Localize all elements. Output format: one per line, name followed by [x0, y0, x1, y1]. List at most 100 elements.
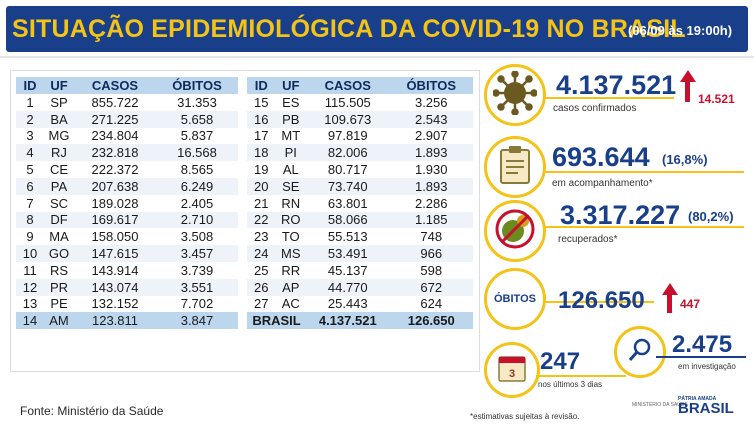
cell-deaths: 2.405	[180, 195, 214, 211]
magnifier-icon	[626, 336, 654, 369]
cell-cases: 147.615	[74, 245, 156, 262]
cell-uf: GO	[44, 245, 74, 262]
table-row: 7 SC 189.028 2.405	[16, 195, 238, 212]
cell-id: 8	[16, 211, 44, 229]
cell-cases: 55.513	[327, 229, 368, 245]
cell-cases: 63.801	[327, 195, 368, 211]
cell-cases: 132.152	[91, 296, 139, 312]
cell-uf: PR	[44, 278, 74, 296]
confirmed-up-arrow-icon	[680, 70, 696, 82]
deaths-delta: 447	[680, 297, 701, 311]
cell-id: 12	[16, 278, 44, 296]
report-date: (06/09 às 19:00h)	[628, 23, 733, 38]
cell-uf: ES	[282, 94, 300, 110]
cell-uf: BA	[44, 110, 74, 128]
cell-id: 9	[26, 229, 34, 245]
header: SITUAÇÃO EPIDEMIOLÓGICA DA COVID-19 NO B…	[0, 0, 754, 58]
page-title: SITUAÇÃO EPIDEMIOLÓGICA DA COVID-19 NO B…	[12, 15, 686, 43]
cell-deaths: 5.658	[156, 110, 238, 128]
cell-uf: SC	[49, 195, 69, 211]
cell-deaths: 2.907	[414, 128, 448, 144]
deaths-arrow-stem	[667, 295, 672, 313]
ministry-logo: MINISTÉRIO DA SAÚDE	[632, 402, 688, 408]
last3days-label: nos últimos 3 dias	[538, 380, 603, 389]
confirmed-delta: 14.521	[698, 92, 735, 106]
investigation-label: em investigação	[678, 362, 736, 371]
cell-cases: 53.491	[306, 245, 390, 262]
cell-id: 10	[16, 245, 44, 262]
cell-uf: MT	[281, 128, 301, 144]
cell-uf: RN	[281, 195, 301, 211]
table-row: 12 PR 143.074 3.551	[16, 278, 238, 296]
cell-deaths: 3.508	[180, 229, 214, 245]
table-row: 3 MG 234.804 5.837	[16, 128, 238, 145]
column-header-cases: CASOS	[306, 77, 390, 94]
cell-uf: CE	[49, 162, 69, 178]
cell-deaths: 6.249	[156, 177, 238, 195]
column-header-cases: CASOS	[74, 77, 156, 94]
recovered-value: 3.317.227	[560, 200, 681, 230]
cell-uf: MS	[275, 245, 307, 262]
table-row: 19 AL 80.717 1.930	[247, 161, 473, 178]
cell-id: 11	[23, 262, 37, 278]
cell-deaths: 1.930	[414, 162, 448, 178]
cell-deaths: 5.837	[180, 128, 214, 144]
cell-deaths: 624	[420, 296, 443, 312]
cell-deaths: 2.286	[414, 195, 448, 211]
cell-deaths: 3.551	[156, 278, 238, 296]
cell-id: 3	[26, 128, 34, 144]
table-row: 27 AC 25.443 624	[247, 296, 473, 313]
table-row: 20 SE 73.740 1.893	[247, 177, 473, 195]
cell-id: 23	[254, 229, 269, 245]
cell-cases: 143.074	[74, 278, 156, 296]
table-row: 24 MS 53.491 966	[247, 245, 473, 262]
table-row: 5 CE 222.372 8.565	[16, 161, 238, 178]
cell-id: 13	[22, 296, 38, 312]
cell-id: 2	[16, 110, 44, 128]
table-row: 26 AP 44.770 672	[247, 278, 473, 296]
table-row: 15 ES 115.505 3.256	[247, 94, 473, 111]
cell-id: 6	[16, 177, 44, 195]
confirmed-value: 4.137.521	[556, 70, 677, 100]
table-row: 9 MA 158.050 3.508	[16, 228, 238, 245]
cell-deaths: 8.565	[180, 162, 214, 178]
cell-uf: MG	[48, 128, 70, 144]
cell-uf: SE	[275, 177, 307, 195]
monitoring-pct: (16,8%)	[662, 152, 708, 167]
states-table-panel: ID UF CASOS ÓBITOS 1 SP 855.722 31.353 2 BA 27…	[10, 70, 480, 372]
cell-cases: 207.638	[74, 177, 156, 195]
total-label: BRASIL	[247, 312, 307, 330]
cell-uf: RR	[281, 262, 301, 278]
cell-id: 17	[254, 128, 269, 144]
virus-ring	[484, 64, 546, 126]
table-row: 4 RJ 232.818 16.568	[16, 144, 238, 162]
cell-uf: AL	[282, 162, 299, 178]
cell-cases: 80.717	[327, 162, 368, 178]
cell-uf: TO	[281, 229, 300, 245]
cell-deaths: 966	[389, 245, 473, 262]
cell-cases: 271.225	[74, 110, 156, 128]
column-header-deaths: ÓBITOS	[389, 77, 473, 94]
table-header-row: ID UF CASOS ÓBITOS	[16, 77, 238, 94]
cell-deaths: 1.185	[389, 211, 473, 229]
investigation-value: 2.475	[672, 331, 733, 358]
clipboard-icon	[498, 145, 532, 190]
recovered-ring	[484, 200, 546, 262]
cell-id: 5	[26, 162, 34, 178]
deaths-up-arrow-icon	[662, 283, 678, 295]
cell-cases: 44.770	[306, 278, 390, 296]
table-row: 14 AM 123.811 3.847	[16, 312, 238, 330]
cell-id: 7	[26, 195, 34, 211]
cell-id: 18	[247, 144, 276, 162]
table-row: 17 MT 97.819 2.907	[247, 128, 473, 145]
cell-deaths: 3.457	[156, 245, 238, 262]
cell-cases: 123.811	[74, 312, 156, 330]
cell-id: 16	[247, 110, 276, 128]
confirmed-underline	[544, 97, 674, 99]
brasil-logo: PÁTRIA AMADA BRASIL	[678, 396, 734, 416]
cell-cases: 82.006	[306, 144, 390, 162]
cell-cases: 234.804	[91, 128, 139, 144]
total-row: BRASIL 4.137.521 126.650	[247, 312, 473, 330]
recovered-underline	[544, 226, 744, 228]
cell-cases: 109.673	[306, 110, 390, 128]
